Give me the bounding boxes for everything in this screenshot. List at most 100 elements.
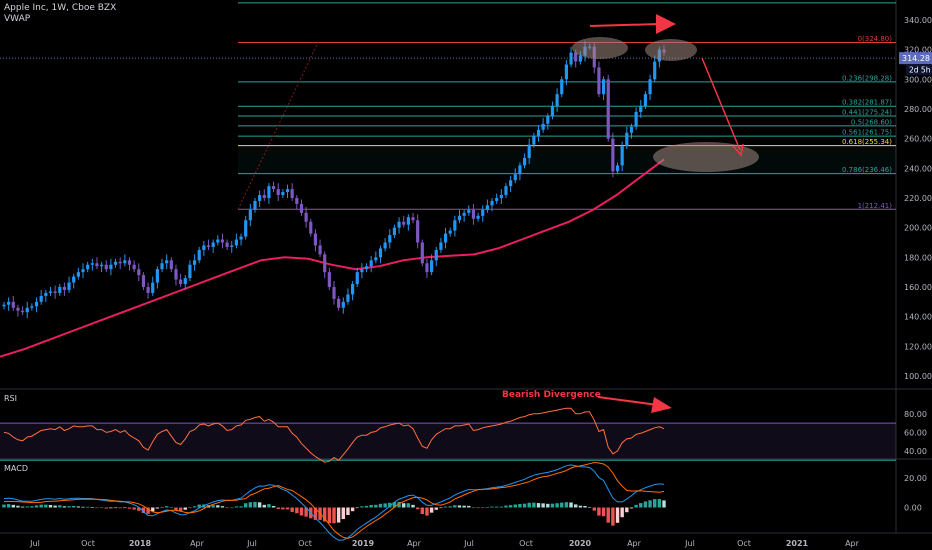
candle xyxy=(481,209,485,216)
macd-histogram-bar xyxy=(522,503,527,508)
candle xyxy=(634,111,638,127)
time-tick: Apr xyxy=(190,539,205,548)
candle xyxy=(183,278,187,285)
candle xyxy=(457,215,462,221)
macd-histogram-bar xyxy=(653,499,657,508)
candle xyxy=(132,264,136,270)
macd-histogram-bar xyxy=(183,507,187,510)
candle xyxy=(34,301,39,307)
candle xyxy=(420,242,424,264)
candle xyxy=(518,165,522,175)
candle xyxy=(513,174,517,181)
fib-level-label: 0(324.80) xyxy=(858,35,893,43)
macd-histogram-bar xyxy=(225,507,229,509)
candle xyxy=(369,260,373,267)
macd-histogram-bar xyxy=(429,507,434,513)
macd-histogram-bar xyxy=(216,505,220,508)
candle xyxy=(285,189,290,193)
macd-histogram-bar xyxy=(281,507,285,510)
macd-histogram-bar xyxy=(625,507,629,513)
candle xyxy=(76,272,80,277)
candle xyxy=(490,200,494,206)
candle xyxy=(30,306,34,308)
macd-histogram-bar xyxy=(378,503,383,508)
macd-histogram-bar xyxy=(592,507,596,511)
time-tick: Jul xyxy=(463,539,474,548)
price-axis: 100.00 120.00 140.00 160.00 180.00 200.00 220.… xyxy=(899,16,932,513)
macd-histogram-bar xyxy=(411,504,415,508)
macd-histogram-bar xyxy=(257,502,262,508)
macd-histogram-bar xyxy=(402,503,406,508)
time-tick: Oct xyxy=(298,539,312,548)
macd-histogram-bar xyxy=(476,507,480,509)
candle xyxy=(318,245,322,255)
time-tick: Oct xyxy=(519,539,533,548)
candle xyxy=(639,106,643,112)
macd-histogram-bar xyxy=(485,507,490,508)
macd-histogram-bar xyxy=(513,504,517,508)
candle xyxy=(411,217,415,221)
macd-histogram-bar xyxy=(601,507,606,517)
candle xyxy=(597,67,601,95)
macd-histogram-bar xyxy=(341,507,345,520)
macd-histogram-bar xyxy=(239,506,243,508)
fib-level-label: 0.786(236.46) xyxy=(842,166,892,174)
macd-histogram-bar xyxy=(146,507,150,514)
macd-histogram-bar xyxy=(6,504,11,508)
macd-histogram-bar xyxy=(295,507,299,514)
candle xyxy=(16,307,20,311)
macd-histogram-bar xyxy=(508,505,513,508)
macd-histogram-bar xyxy=(230,507,234,509)
candle xyxy=(532,135,536,145)
macd-histogram-bar xyxy=(494,506,499,508)
candle xyxy=(388,235,392,243)
candle xyxy=(471,209,476,219)
candle xyxy=(378,248,383,258)
macd-histogram-bar xyxy=(364,505,369,508)
candle xyxy=(346,294,350,302)
candle xyxy=(374,257,378,261)
candle xyxy=(574,52,578,62)
candle xyxy=(364,266,369,270)
candle xyxy=(536,129,541,136)
fib-level-label: 0.236(298.28) xyxy=(842,74,892,82)
macd-histogram-bar xyxy=(327,507,332,524)
candle xyxy=(564,64,568,80)
macd-histogram-bar xyxy=(611,507,615,526)
price-tick: 100.00 xyxy=(904,372,932,381)
macd-histogram-bar xyxy=(30,506,34,508)
macd-histogram-bar xyxy=(634,504,638,508)
macd-histogram-bar xyxy=(392,502,397,508)
macd-histogram-bar xyxy=(573,504,578,508)
price-tick: 340.00 xyxy=(904,16,932,25)
time-tick: 2020 xyxy=(569,539,592,548)
macd-histogram-bar xyxy=(155,507,160,509)
candle xyxy=(25,307,29,313)
trend-arrow xyxy=(589,23,661,27)
price-tick: 160.00 xyxy=(904,283,932,292)
price-tick: 300.00 xyxy=(904,75,932,84)
candle xyxy=(402,221,406,225)
candle xyxy=(606,79,610,139)
fib-level-label: 0.382(281.87) xyxy=(842,99,892,107)
candle xyxy=(113,261,118,265)
candle xyxy=(95,263,99,267)
macd-histogram-bar xyxy=(109,507,113,509)
candle xyxy=(443,233,448,243)
candle xyxy=(648,79,652,95)
rsi-line xyxy=(3,407,665,463)
macd-histogram-bar xyxy=(578,505,583,508)
candle xyxy=(202,245,206,250)
macd-histogram-bar xyxy=(267,504,271,508)
time-axis: Jul Oct 2018 Apr Jul Oct 2019 Apr Jul Oct 2020 Apr J… xyxy=(29,539,859,548)
macd-histogram-bar xyxy=(560,502,564,508)
candle xyxy=(127,260,132,265)
candle xyxy=(62,287,67,290)
macd-histogram-bar xyxy=(113,507,118,509)
candle xyxy=(211,242,215,247)
macd-histogram-bar xyxy=(457,505,462,508)
macd-histogram-bar xyxy=(504,505,508,508)
macd-histogram-bar xyxy=(336,507,341,523)
time-tick: 2018 xyxy=(129,539,152,548)
